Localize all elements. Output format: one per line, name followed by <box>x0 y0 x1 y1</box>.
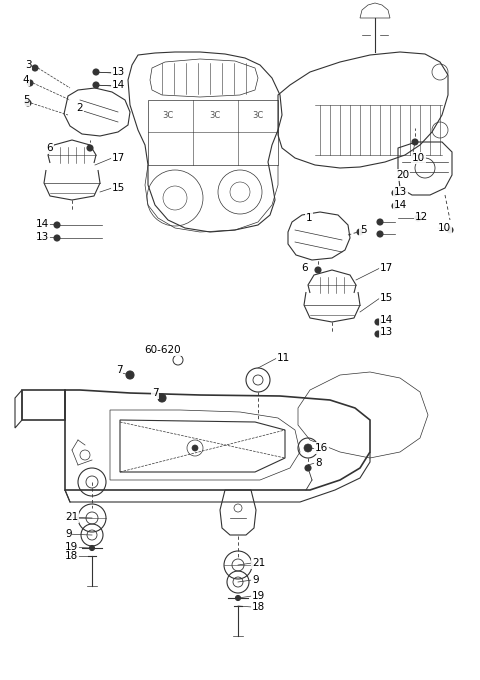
Text: 5: 5 <box>23 95 29 105</box>
Text: 7: 7 <box>116 365 122 375</box>
Text: 6: 6 <box>302 263 308 273</box>
Text: 14: 14 <box>36 219 49 229</box>
Text: 17: 17 <box>112 153 125 163</box>
Text: 9: 9 <box>65 529 72 539</box>
Circle shape <box>126 371 134 379</box>
Text: 13: 13 <box>112 67 125 77</box>
Circle shape <box>27 80 33 86</box>
Text: 16: 16 <box>315 443 328 453</box>
Circle shape <box>375 331 381 337</box>
Text: 14: 14 <box>112 80 125 90</box>
Text: 13: 13 <box>380 327 393 337</box>
Text: 3C: 3C <box>252 112 264 120</box>
Text: 13: 13 <box>36 232 49 242</box>
Circle shape <box>447 227 453 233</box>
Text: 6: 6 <box>47 143 53 153</box>
Text: 21: 21 <box>252 558 265 568</box>
Circle shape <box>377 219 383 225</box>
Circle shape <box>377 231 383 237</box>
Text: 10: 10 <box>438 223 451 233</box>
Text: 2: 2 <box>77 103 84 113</box>
Circle shape <box>305 465 311 471</box>
Text: 14: 14 <box>380 315 393 325</box>
Text: 60-620: 60-620 <box>144 345 181 355</box>
Circle shape <box>32 65 38 71</box>
Text: 19: 19 <box>252 591 265 601</box>
Circle shape <box>158 394 166 402</box>
Text: 15: 15 <box>380 293 393 303</box>
Text: 21: 21 <box>65 512 78 522</box>
Circle shape <box>304 444 312 452</box>
Text: 9: 9 <box>252 575 259 585</box>
Text: 17: 17 <box>380 263 393 273</box>
Circle shape <box>54 222 60 228</box>
Text: 8: 8 <box>315 458 322 468</box>
Circle shape <box>315 267 321 273</box>
Circle shape <box>236 596 240 600</box>
Circle shape <box>87 145 93 151</box>
Text: 3: 3 <box>24 60 31 70</box>
Text: 12: 12 <box>415 212 428 222</box>
Circle shape <box>415 215 421 221</box>
Text: 3C: 3C <box>162 112 174 120</box>
Text: 3C: 3C <box>209 112 221 120</box>
Circle shape <box>375 319 381 325</box>
Circle shape <box>93 82 99 88</box>
Text: 11: 11 <box>277 353 290 363</box>
Circle shape <box>392 203 398 209</box>
Text: 4: 4 <box>23 75 29 85</box>
Text: 5: 5 <box>360 225 367 235</box>
Text: 18: 18 <box>252 602 265 612</box>
Circle shape <box>357 229 363 235</box>
Circle shape <box>54 235 60 241</box>
Text: 20: 20 <box>396 170 409 180</box>
Text: 7: 7 <box>152 388 158 398</box>
Text: 19: 19 <box>65 542 78 552</box>
Circle shape <box>25 100 31 106</box>
Text: 10: 10 <box>412 153 425 163</box>
Text: 1: 1 <box>306 213 312 223</box>
Text: 13: 13 <box>394 187 407 197</box>
Text: 18: 18 <box>65 551 78 561</box>
Circle shape <box>192 445 198 451</box>
Circle shape <box>89 545 95 551</box>
Text: 15: 15 <box>112 183 125 193</box>
Circle shape <box>93 69 99 75</box>
Text: 14: 14 <box>394 200 407 210</box>
Circle shape <box>392 190 398 196</box>
Circle shape <box>412 139 418 145</box>
